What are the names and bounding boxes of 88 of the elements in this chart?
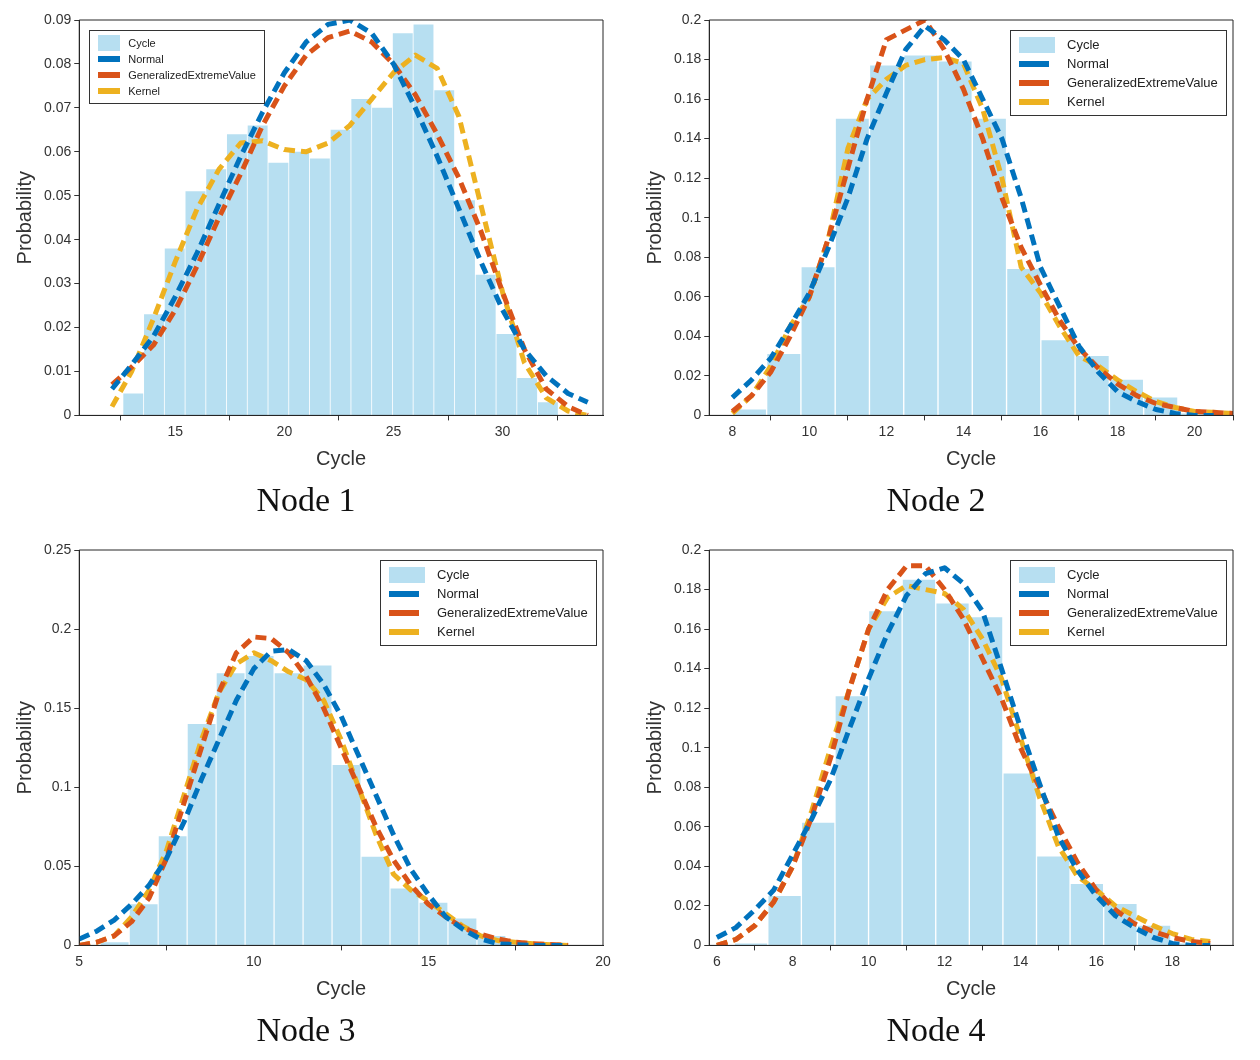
y-tick-label: 0.09 [44, 10, 72, 27]
x-tick-label: 15 [420, 952, 437, 969]
legend-label: Cycle [1067, 36, 1100, 54]
y-tick-label: 0.06 [674, 287, 702, 304]
text: Node 3 [256, 1010, 356, 1048]
legend-label: Cycle [128, 36, 156, 51]
legend-label: Normal [128, 52, 164, 67]
y-tick-label: 0.08 [44, 54, 72, 71]
y-tick-label: 0.02 [44, 318, 72, 335]
x-tick-label: 12 [936, 952, 953, 969]
y-tick-label: 0.1 [681, 738, 702, 755]
y-tick-label: 0.12 [674, 699, 702, 716]
x-tick-label: 8 [728, 422, 737, 439]
legend-label: Normal [1067, 55, 1109, 73]
x-tick-label: 10 [246, 952, 262, 969]
y-axis-title: Probability [642, 171, 665, 265]
x-tick-label: 6 [712, 952, 721, 969]
legend-label: Normal [437, 585, 479, 603]
y-tick-label: 0.16 [674, 89, 702, 106]
legend-label: Kernel [437, 623, 475, 641]
x-tick-label: 10 [801, 422, 818, 439]
x-tick-label: 14 [955, 422, 972, 439]
legend-label: Kernel [1067, 623, 1105, 641]
y-tick-label: 0.2 [681, 10, 702, 27]
y-tick-label: 0.04 [674, 327, 702, 344]
legend-label: Kernel [1067, 93, 1105, 111]
y-tick-label: 0 [693, 406, 702, 423]
y-tick-label: 0.12 [674, 169, 702, 186]
legend-label: Normal [1067, 585, 1109, 603]
y-tick-label: 0.08 [674, 248, 702, 265]
y-tick-label: 0.2 [681, 540, 702, 557]
legend-label: GeneralizedExtremeValue [1067, 604, 1218, 622]
x-axis-title: Cycle [316, 446, 367, 469]
y-tick-label: 0.06 [674, 817, 702, 834]
y-axis-title: Probability [12, 701, 35, 795]
x-tick-label: 20 [1186, 422, 1203, 439]
y-tick-label: 0.2 [51, 619, 72, 636]
y-tick-label: 0.15 [44, 699, 72, 716]
x-axis-title: Cycle [946, 446, 997, 469]
x-tick-label: 8 [788, 952, 797, 969]
y-tick-label: 0.03 [44, 274, 72, 291]
y-tick-label: 0.07 [44, 98, 72, 115]
x-tick-label: 12 [878, 422, 895, 439]
y-tick-label: 0.08 [674, 778, 702, 795]
x-tick-label: 20 [595, 952, 611, 969]
legend-label: GeneralizedExtremeValue [128, 68, 256, 83]
x-tick-label: 15 [167, 422, 184, 439]
legend-label: Cycle [437, 566, 470, 584]
y-tick-label: 0.16 [674, 619, 702, 636]
y-tick-label: 0.18 [674, 50, 702, 67]
x-tick-label: 30 [494, 422, 511, 439]
x-tick-label: 18 [1164, 952, 1181, 969]
x-tick-label: 20 [276, 422, 293, 439]
x-tick-label: 14 [1012, 952, 1029, 969]
y-tick-label: 0.1 [681, 208, 702, 225]
y-tick-label: 0.02 [674, 896, 702, 913]
y-tick-label: 0.02 [674, 366, 702, 383]
x-tick-label: 5 [75, 952, 84, 969]
x-axis-title: Cycle [946, 976, 997, 999]
y-tick-label: 0.05 [44, 857, 72, 874]
y-tick-label: 0.14 [674, 659, 702, 676]
x-axis-title: Cycle [316, 976, 367, 999]
y-tick-label: 0.06 [44, 142, 72, 159]
legend-label: GeneralizedExtremeValue [437, 604, 588, 622]
legend-label: GeneralizedExtremeValue [1067, 74, 1218, 92]
y-tick-label: 0.1 [51, 778, 72, 795]
y-tick-label: 0.05 [44, 186, 72, 203]
x-tick-label: 16 [1032, 422, 1049, 439]
y-tick-label: 0.18 [674, 580, 702, 597]
x-tick-label: 10 [860, 952, 877, 969]
y-tick-label: 0.14 [674, 129, 702, 146]
y-tick-label: 0 [63, 406, 72, 423]
y-tick-label: 0 [693, 936, 702, 953]
y-axis-title: Probability [12, 171, 35, 265]
legend-label: Cycle [1067, 566, 1100, 584]
text: Node 2 [886, 480, 986, 518]
text: Node 4 [886, 1010, 986, 1048]
y-tick-label: 0.04 [44, 230, 72, 247]
legend-label: Kernel [128, 84, 161, 99]
y-tick-label: 0.04 [674, 857, 702, 874]
y-tick-label: 0.01 [44, 362, 72, 379]
x-tick-label: 18 [1109, 422, 1126, 439]
y-tick-label: 0 [63, 936, 72, 953]
x-tick-label: 16 [1088, 952, 1105, 969]
x-tick-label: 25 [385, 422, 402, 439]
y-axis-title: Probability [642, 701, 665, 795]
y-tick-label: 0.25 [44, 540, 72, 557]
text: Node 1 [256, 480, 356, 518]
